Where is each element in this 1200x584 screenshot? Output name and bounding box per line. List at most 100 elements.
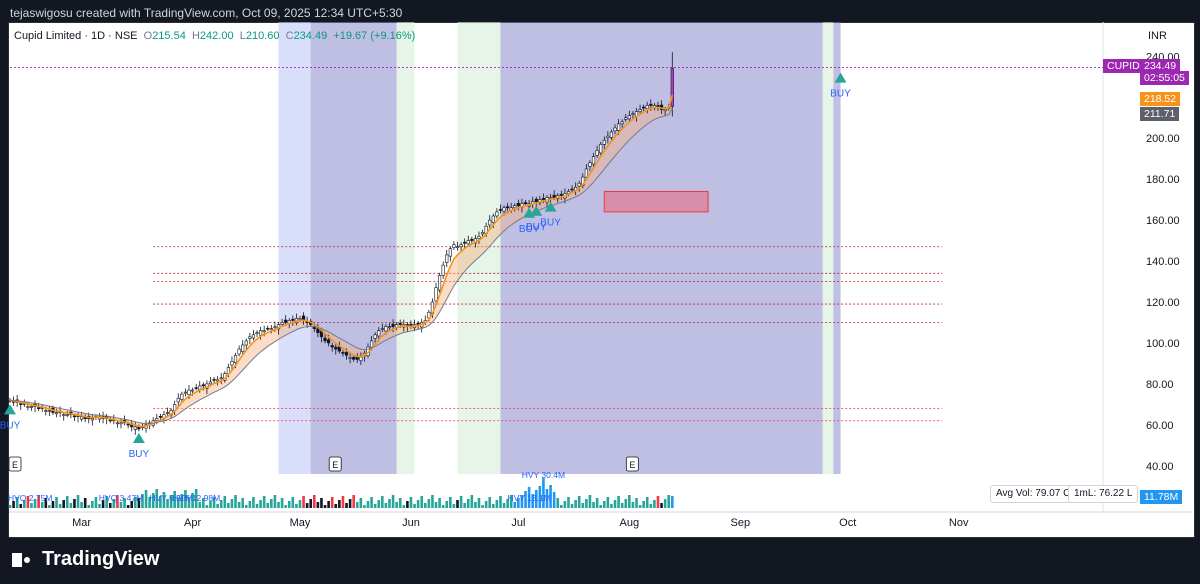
volume-bar bbox=[148, 497, 151, 508]
volume-bar bbox=[574, 500, 577, 508]
tradingview-logo[interactable]: TradingView bbox=[12, 548, 159, 571]
volume-bar bbox=[255, 504, 259, 508]
candle-body bbox=[176, 397, 180, 403]
volume-bar bbox=[338, 500, 341, 508]
x-tick-label: Mar bbox=[72, 517, 91, 529]
volume-bar bbox=[538, 486, 542, 508]
volume-tag: 11.78M bbox=[1140, 490, 1183, 504]
candle-body bbox=[642, 106, 646, 109]
y-tick-label: 180.00 bbox=[1146, 174, 1180, 186]
volume-bar bbox=[30, 503, 33, 508]
volume-bar bbox=[73, 499, 76, 508]
symbol-name[interactable]: Cupid Limited · 1D · NSE bbox=[14, 30, 138, 42]
volume-bar bbox=[248, 501, 252, 508]
volume-bar bbox=[377, 500, 381, 508]
candle-body bbox=[466, 240, 470, 245]
volume-bar bbox=[474, 502, 477, 508]
volume-bar bbox=[481, 505, 484, 508]
volume-bar bbox=[134, 497, 137, 508]
buy-arrow-icon bbox=[4, 404, 16, 415]
volume-bar bbox=[456, 500, 459, 508]
earnings-label: E bbox=[12, 460, 18, 470]
candle-body bbox=[352, 356, 356, 360]
candle-body bbox=[90, 418, 94, 421]
volume-bar bbox=[384, 503, 388, 508]
high-label: H bbox=[191, 30, 200, 42]
candle-body bbox=[541, 198, 546, 200]
candle-body bbox=[591, 156, 596, 165]
ema-fast-tag: 218.52 bbox=[1140, 92, 1181, 106]
volume-bar bbox=[545, 489, 549, 508]
candle-body bbox=[273, 326, 277, 328]
volume-bar bbox=[606, 497, 610, 508]
candle-body bbox=[280, 322, 284, 325]
volume-bar bbox=[76, 495, 80, 508]
candle-body bbox=[341, 352, 345, 354]
volume-bar bbox=[155, 489, 159, 508]
close-label: C bbox=[285, 30, 294, 42]
volume-bar bbox=[560, 505, 563, 508]
buy-arrow-icon bbox=[132, 433, 145, 444]
buy-label: BUY bbox=[519, 224, 540, 235]
volume-bar bbox=[194, 489, 198, 508]
candle-body bbox=[477, 236, 481, 239]
volume-bar bbox=[427, 499, 431, 508]
volume-bar bbox=[273, 495, 277, 508]
volume-bar bbox=[80, 502, 83, 508]
volume-bar bbox=[309, 499, 313, 508]
volume-bar bbox=[302, 496, 305, 508]
candle-body bbox=[216, 379, 220, 382]
volume-bar bbox=[391, 495, 395, 508]
candle-body bbox=[577, 182, 581, 187]
open-label: O bbox=[143, 30, 153, 42]
volume-bar bbox=[316, 502, 320, 508]
candle-body bbox=[384, 326, 388, 332]
volume-bar bbox=[141, 494, 144, 508]
volume-bar bbox=[223, 496, 227, 508]
volume-bar bbox=[123, 498, 126, 508]
candle-body bbox=[284, 319, 288, 323]
candle-body bbox=[463, 241, 467, 244]
volume-bar bbox=[65, 496, 69, 508]
candle-body bbox=[387, 326, 392, 328]
volume-bar bbox=[660, 503, 663, 508]
volume-bar bbox=[291, 497, 295, 508]
candle-body bbox=[488, 219, 492, 226]
candle-body bbox=[316, 328, 320, 334]
volume-bar bbox=[69, 503, 73, 508]
candle-body bbox=[65, 414, 69, 416]
currency-label[interactable]: INR bbox=[1148, 30, 1167, 42]
volume-bar bbox=[295, 504, 298, 508]
volume-bar bbox=[48, 505, 51, 508]
candle-body bbox=[459, 244, 463, 248]
candle-body bbox=[208, 381, 213, 385]
volume-bar bbox=[567, 497, 570, 508]
candle-body bbox=[119, 422, 123, 425]
brand-text: TradingView bbox=[42, 548, 160, 570]
volume-bar bbox=[270, 499, 273, 508]
x-tick-label: May bbox=[290, 517, 311, 529]
volume-bar bbox=[12, 501, 15, 508]
volume-bar bbox=[230, 499, 234, 508]
session-band bbox=[278, 22, 311, 474]
volume-bar bbox=[663, 499, 667, 508]
volume-bar bbox=[649, 504, 653, 508]
volume-bar bbox=[373, 504, 377, 508]
candle-body bbox=[602, 139, 606, 145]
candle-body bbox=[230, 361, 234, 366]
buy-label: BUY bbox=[526, 222, 547, 233]
volume-bar bbox=[83, 498, 87, 508]
volume-bar bbox=[91, 501, 94, 508]
volume-bar bbox=[284, 505, 287, 508]
volume-label: HVQ 3.47M bbox=[99, 493, 143, 503]
candle-body bbox=[233, 354, 238, 363]
volume-bar bbox=[624, 499, 628, 508]
volume-bar bbox=[524, 491, 527, 508]
last-price-tag: 234.49 bbox=[1140, 59, 1181, 73]
volume-bar bbox=[581, 503, 585, 508]
candle-body bbox=[595, 150, 599, 156]
candle-body bbox=[72, 415, 77, 418]
volume-bar bbox=[126, 505, 130, 508]
countdown-tag: 02:55:05 bbox=[1140, 71, 1189, 85]
